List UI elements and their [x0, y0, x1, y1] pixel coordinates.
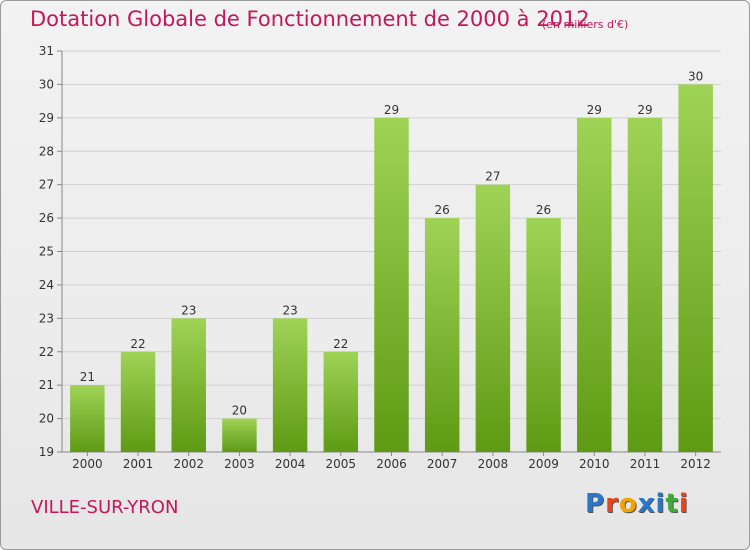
- data-label: 20: [232, 404, 247, 418]
- x-tick-label: 2003: [224, 457, 255, 471]
- bar: [526, 218, 561, 452]
- y-tick-label: 25: [39, 245, 54, 259]
- data-label: 22: [130, 337, 145, 351]
- y-tick-label: 19: [39, 445, 54, 459]
- chart-title: Dotation Globale de Fonctionnement de 20…: [30, 7, 590, 31]
- y-tick-label: 31: [39, 44, 54, 58]
- bar: [272, 318, 308, 452]
- y-tick-label: 27: [39, 178, 54, 192]
- data-label: 22: [333, 337, 348, 351]
- x-tick-label: 2005: [326, 457, 357, 471]
- bar: [424, 218, 460, 452]
- logo-letter: t: [665, 489, 679, 519]
- logo-letter: i: [655, 489, 666, 519]
- x-tick-label: 2009: [528, 457, 559, 471]
- bar: [475, 184, 511, 452]
- bar: [374, 117, 409, 452]
- data-label: 29: [384, 103, 399, 117]
- logo-letter: x: [637, 489, 656, 519]
- logo-letter: o: [618, 489, 638, 519]
- y-tick-label: 29: [39, 111, 54, 125]
- x-tick-label: 2001: [123, 457, 154, 471]
- data-label: 23: [181, 303, 196, 317]
- commune-name: VILLE-SUR-YRON: [31, 497, 179, 518]
- logo-letter: r: [605, 489, 619, 519]
- bar: [120, 351, 156, 452]
- data-label: 29: [587, 103, 602, 117]
- x-tick-label: 2002: [173, 457, 204, 471]
- y-tick-label: 21: [39, 378, 54, 392]
- x-tick-label: 2004: [275, 457, 306, 471]
- bar: [171, 318, 206, 452]
- labels: 19 20 21 22 23 24 25 26 27 28 29 30 31 21 2000 22 2001 23…: [39, 44, 711, 471]
- data-label: 30: [688, 69, 703, 83]
- data-label: 26: [435, 203, 450, 217]
- x-tick-label: 2007: [427, 457, 458, 471]
- x-tick-label: 2010: [579, 457, 610, 471]
- y-tick-label: 22: [39, 345, 54, 359]
- x-tick-label: 2008: [478, 457, 509, 471]
- data-label: 29: [637, 103, 652, 117]
- bar: [627, 117, 663, 452]
- x-tick-label: 2012: [680, 457, 711, 471]
- bar: [577, 117, 612, 452]
- data-label: 26: [536, 203, 551, 217]
- y-tick-label: 26: [39, 211, 54, 225]
- proxiti-logo: Proxiti: [585, 489, 689, 519]
- logo-letter: P: [585, 489, 606, 519]
- data-label: 27: [485, 170, 500, 184]
- bar: [678, 84, 713, 453]
- y-tick-label: 20: [39, 412, 54, 426]
- y-tick-label: 28: [39, 144, 54, 158]
- bars: [70, 84, 713, 453]
- bar: [222, 418, 257, 452]
- y-tick-label: 30: [39, 77, 54, 91]
- chart-unit: (en milliers d'€): [542, 18, 629, 31]
- x-tick-label: 2006: [376, 457, 407, 471]
- y-tick-label: 24: [39, 278, 54, 292]
- x-tick-label: 2000: [72, 457, 103, 471]
- y-tick-label: 23: [39, 311, 54, 325]
- data-label: 23: [282, 303, 297, 317]
- x-tick-label: 2011: [630, 457, 661, 471]
- data-label: 21: [80, 370, 95, 384]
- logo-letter: i: [678, 489, 689, 519]
- bar: [70, 385, 105, 452]
- bar: [323, 351, 359, 452]
